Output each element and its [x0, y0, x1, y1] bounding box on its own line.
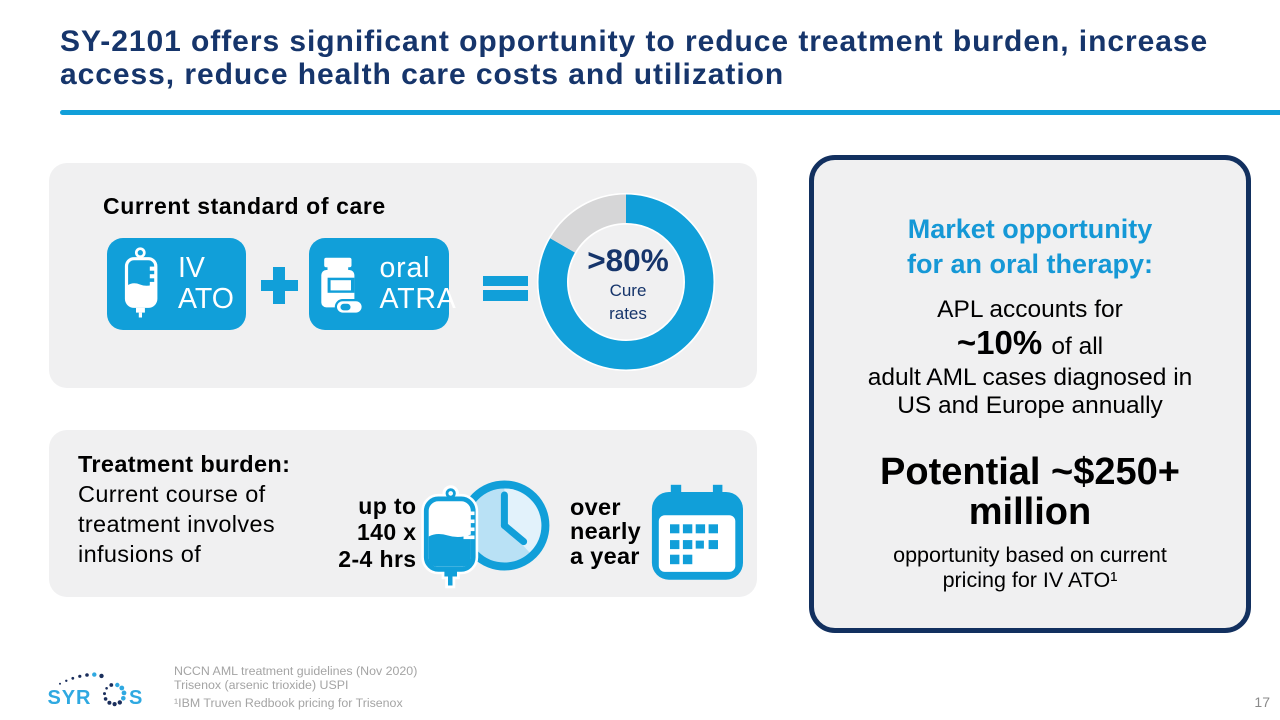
svg-text:SYR: SYR [48, 687, 92, 709]
svg-text:S: S [129, 687, 142, 709]
